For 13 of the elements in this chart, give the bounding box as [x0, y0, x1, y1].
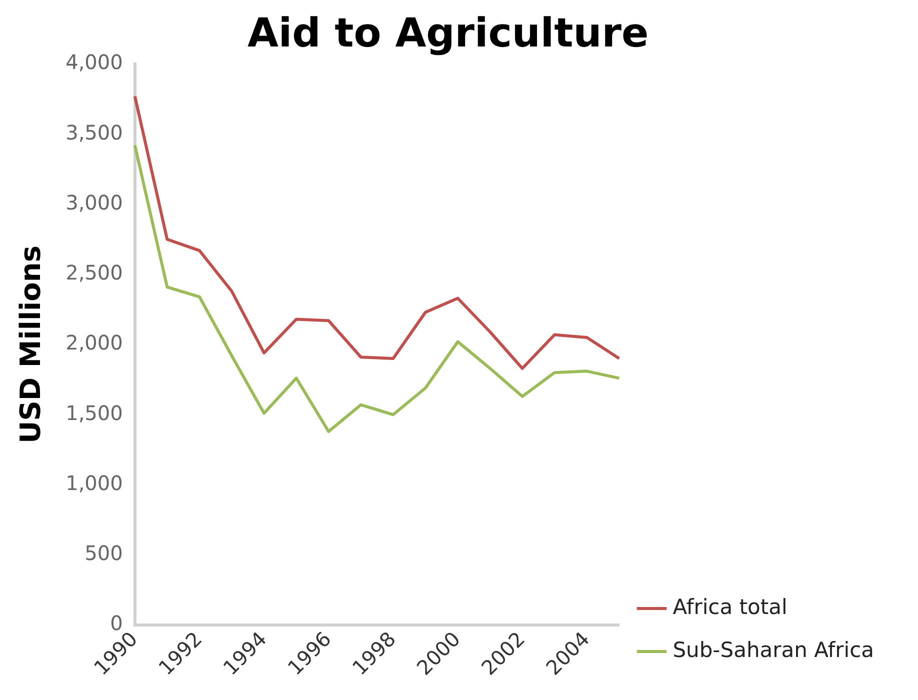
y-tick-label: 3,500 [66, 120, 123, 144]
y-tick-label: 2,500 [66, 260, 123, 285]
y-tick-label: 3,000 [66, 190, 123, 214]
legend-label: Africa total [672, 594, 788, 619]
y-tick-label: 4,000 [66, 50, 123, 74]
y-tick-label: 2,000 [66, 330, 123, 355]
y-tick-label: 0 [110, 611, 123, 636]
legend-label: Sub-Saharan Africa [672, 638, 874, 662]
y-tick-label: 1,500 [66, 400, 123, 425]
y-axis-title: USD Millions [14, 246, 48, 444]
y-tick-label: 1,000 [66, 470, 123, 495]
chart-title: Aid to Agriculture [247, 10, 649, 56]
y-tick-label: 500 [84, 541, 123, 566]
